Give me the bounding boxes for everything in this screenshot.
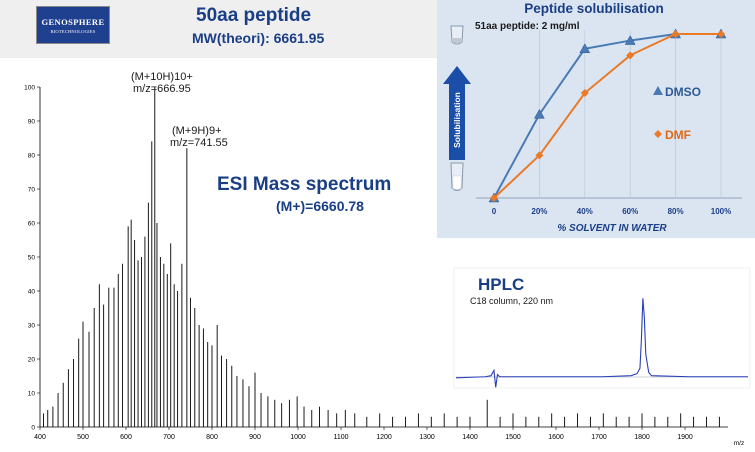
sol-x-tick-label: 100% bbox=[711, 207, 731, 216]
ms-x-tick-label: 1400 bbox=[462, 434, 478, 441]
solubility-axis-label: Solubilisation bbox=[452, 92, 462, 148]
ms-x-tick-label: 1900 bbox=[677, 434, 693, 441]
legend-marker-dmf bbox=[654, 130, 662, 138]
peak1-mz-label: m/z=666.95 bbox=[133, 83, 191, 95]
ms-x-tick-label: 1000 bbox=[290, 434, 306, 441]
ms-y-tick-label: 30 bbox=[28, 323, 36, 330]
ms-y-tick-label: 60 bbox=[28, 221, 36, 228]
logo-text-sub: BIOTECHNOLOGIES bbox=[50, 28, 96, 34]
ms-x-tick-label: 1100 bbox=[333, 434, 348, 441]
series-point-dmf bbox=[490, 194, 498, 202]
legend-label-dmso: DMSO bbox=[665, 85, 701, 99]
vial-bottom-icon bbox=[450, 162, 464, 191]
ms-x-tick-label: 1200 bbox=[376, 434, 392, 441]
esi-mass: (M+)=6660.78 bbox=[276, 198, 364, 214]
solubility-title: Peptide solubilisation bbox=[524, 1, 664, 16]
ms-x-tick-label: 700 bbox=[163, 434, 175, 441]
ms-y-tick-label: 80 bbox=[28, 153, 36, 160]
page-title: 50aa peptide bbox=[196, 5, 312, 26]
ms-y-tick-label: 70 bbox=[28, 187, 36, 194]
ms-x-tick-label: 1700 bbox=[591, 434, 607, 441]
sol-x-tick-label: 0 bbox=[492, 207, 497, 216]
ms-y-tick-label: 90 bbox=[28, 119, 36, 126]
ms-x-tick-label: 1800 bbox=[634, 434, 650, 441]
logo-text-main: GENOSPHERE bbox=[41, 16, 105, 27]
company-logo: GENOSPHERE BIOTECHNOLOGIES bbox=[36, 6, 110, 44]
series-point-dmf bbox=[717, 30, 725, 38]
hplc-trace-line bbox=[455, 298, 748, 388]
solubility-subtitle: 51aa peptide: 2 mg/ml bbox=[475, 21, 580, 32]
series-point-dmf bbox=[671, 30, 680, 38]
peak2-mz-label: m/z=741.55 bbox=[170, 137, 228, 149]
peak1-ion-label: (M+10H)10+ bbox=[131, 71, 193, 83]
ms-y-tick-label: 50 bbox=[28, 255, 36, 262]
ms-y-tick-label: 10 bbox=[28, 391, 36, 398]
hplc-title: HPLC bbox=[478, 275, 525, 294]
ms-x-tick-label: 1500 bbox=[505, 434, 521, 441]
series-point-dmf bbox=[626, 51, 635, 60]
ms-y-tick-label: 20 bbox=[28, 357, 36, 364]
molecular-weight: MW(theori): 6661.95 bbox=[192, 30, 325, 46]
hplc-subtitle: C18 column, 220 nm bbox=[470, 296, 554, 306]
series-point-dmf bbox=[535, 151, 544, 160]
sol-x-tick-label: 60% bbox=[622, 207, 638, 216]
sol-x-tick-label: 80% bbox=[668, 207, 684, 216]
series-point-dmso bbox=[579, 43, 591, 54]
ms-x-tick-label: 600 bbox=[120, 434, 132, 441]
legend-label-dmf: DMF bbox=[665, 128, 691, 142]
series-line-dmf bbox=[493, 33, 721, 199]
solubility-x-label: % SOLVENT IN WATER bbox=[557, 223, 667, 234]
series-point-dmso bbox=[533, 108, 545, 119]
ms-y-tick-label: 40 bbox=[28, 289, 36, 296]
series-point-dmso bbox=[624, 35, 636, 45]
ms-x-tick-label: 500 bbox=[77, 434, 89, 441]
legend-marker-dmso bbox=[653, 86, 663, 95]
ms-x-tick-label: 800 bbox=[206, 434, 218, 441]
ms-x-tick-label: 400 bbox=[34, 434, 46, 441]
ms-x-axis-label: m/z bbox=[734, 440, 744, 447]
vial-top-icon bbox=[450, 25, 464, 45]
ms-y-tick-label: 0 bbox=[31, 425, 35, 432]
ms-x-tick-label: 1300 bbox=[419, 434, 435, 441]
esi-title: ESI Mass spectrum bbox=[217, 174, 392, 195]
sol-x-tick-label: 20% bbox=[531, 207, 547, 216]
solubility-up-arrow bbox=[443, 66, 471, 160]
peak2-ion-label: (M+9H)9+ bbox=[172, 125, 222, 137]
series-point-dmf bbox=[580, 89, 589, 98]
ms-y-tick-label: 100 bbox=[24, 85, 35, 92]
sol-x-tick-label: 40% bbox=[577, 207, 593, 216]
ms-x-tick-label: 1600 bbox=[548, 434, 564, 441]
ms-x-tick-label: 900 bbox=[249, 434, 261, 441]
